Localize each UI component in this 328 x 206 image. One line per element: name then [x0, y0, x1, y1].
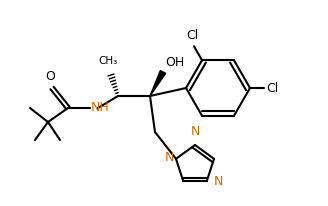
Text: OH: OH	[165, 56, 184, 69]
Polygon shape	[150, 71, 166, 96]
Text: O: O	[45, 70, 55, 83]
Text: Cl: Cl	[266, 82, 278, 95]
Text: Cl: Cl	[186, 29, 198, 42]
Text: N: N	[164, 151, 174, 164]
Text: CH₃: CH₃	[98, 56, 118, 66]
Text: N: N	[190, 125, 200, 138]
Text: N: N	[214, 175, 223, 188]
Text: NH: NH	[91, 101, 110, 114]
